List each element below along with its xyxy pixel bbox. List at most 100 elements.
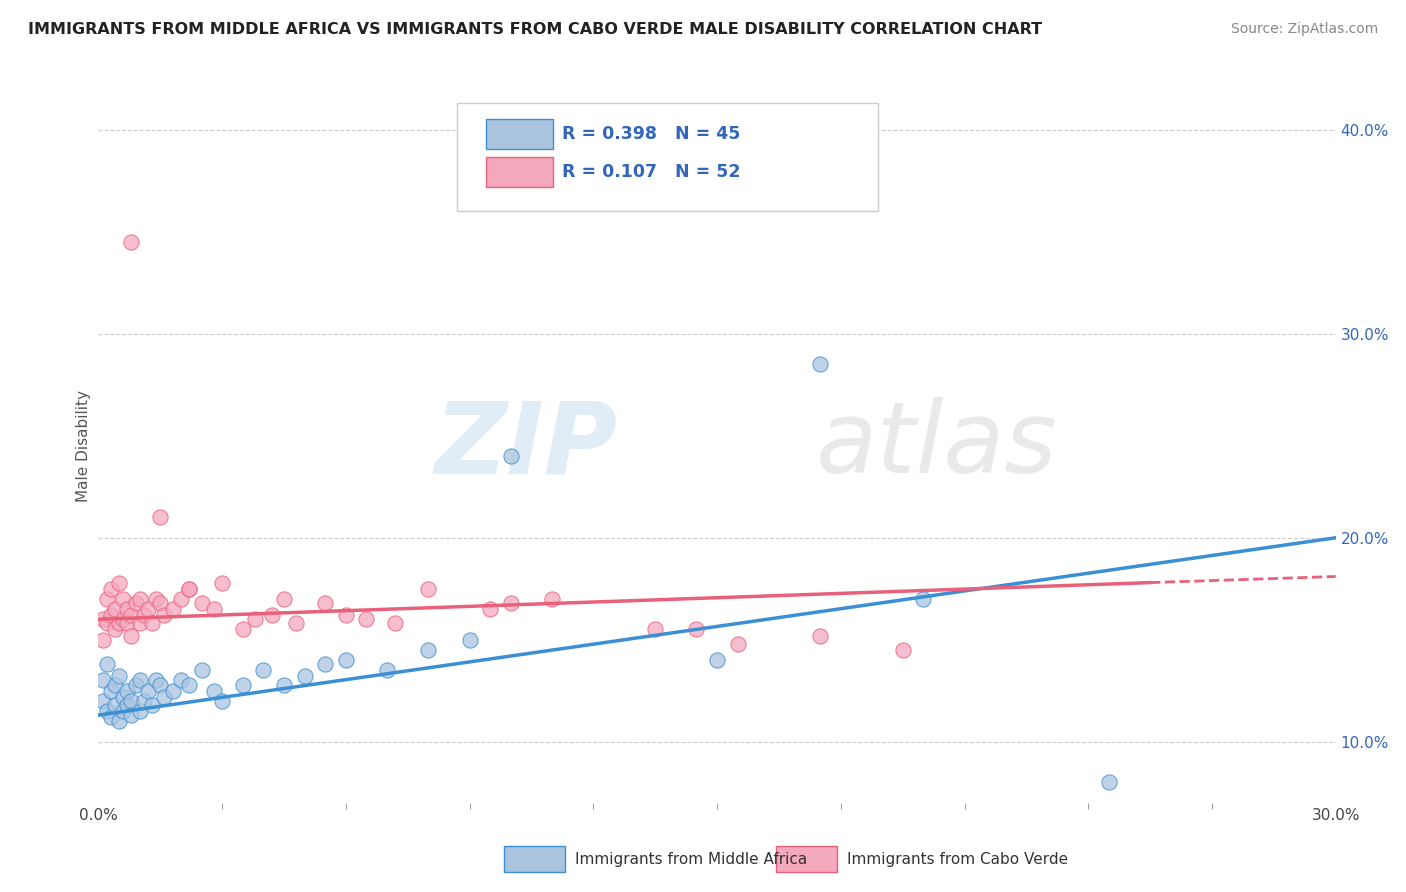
Point — [1098, 775, 1121, 789]
Point — [145, 673, 167, 688]
Point — [499, 449, 522, 463]
Point — [912, 591, 935, 606]
Point — [112, 704, 135, 718]
Point — [117, 683, 139, 698]
Text: R = 0.398   N = 45: R = 0.398 N = 45 — [562, 125, 741, 143]
Y-axis label: Male Disability: Male Disability — [76, 390, 91, 502]
Point — [202, 602, 225, 616]
Text: R = 0.107   N = 52: R = 0.107 N = 52 — [562, 163, 741, 181]
Point — [170, 673, 193, 688]
Point — [132, 608, 155, 623]
Point — [120, 608, 142, 623]
Point — [91, 632, 114, 647]
Point — [104, 623, 127, 637]
Text: Immigrants from Middle Africa: Immigrants from Middle Africa — [575, 852, 807, 867]
Point — [294, 669, 316, 683]
Point — [104, 602, 127, 616]
Point — [128, 616, 150, 631]
Point — [891, 643, 914, 657]
Point — [285, 616, 308, 631]
Point — [136, 683, 159, 698]
Point — [252, 663, 274, 677]
Point — [260, 608, 283, 623]
Point — [479, 602, 502, 616]
Point — [100, 710, 122, 724]
Point — [162, 602, 184, 616]
Point — [335, 608, 357, 623]
FancyBboxPatch shape — [485, 157, 553, 187]
Point — [418, 643, 440, 657]
Point — [685, 623, 707, 637]
Point — [100, 608, 122, 623]
Point — [153, 608, 176, 623]
Point — [314, 657, 336, 672]
Point — [132, 694, 155, 708]
Point — [232, 677, 254, 691]
Point — [179, 677, 201, 691]
Point — [124, 596, 146, 610]
Point — [706, 653, 728, 667]
Point — [91, 673, 114, 688]
Point — [808, 629, 831, 643]
Point — [112, 690, 135, 704]
Point — [141, 616, 163, 631]
Text: ZIP: ZIP — [434, 398, 619, 494]
FancyBboxPatch shape — [776, 847, 837, 872]
Point — [727, 637, 749, 651]
Text: IMMIGRANTS FROM MIDDLE AFRICA VS IMMIGRANTS FROM CABO VERDE MALE DISABILITY CORR: IMMIGRANTS FROM MIDDLE AFRICA VS IMMIGRA… — [28, 22, 1042, 37]
Text: Source: ZipAtlas.com: Source: ZipAtlas.com — [1230, 22, 1378, 37]
Point — [100, 582, 122, 596]
Point — [384, 616, 406, 631]
Point — [136, 602, 159, 616]
Point — [179, 582, 201, 596]
Point — [141, 698, 163, 712]
Point — [211, 575, 233, 590]
Point — [108, 669, 131, 683]
Point — [108, 714, 131, 729]
Point — [128, 673, 150, 688]
Point — [91, 694, 114, 708]
Point — [112, 612, 135, 626]
Point — [117, 602, 139, 616]
Point — [179, 582, 201, 596]
FancyBboxPatch shape — [485, 120, 553, 149]
Text: Immigrants from Cabo Verde: Immigrants from Cabo Verde — [846, 852, 1069, 867]
Point — [149, 596, 172, 610]
FancyBboxPatch shape — [457, 103, 877, 211]
Point — [211, 694, 233, 708]
Point — [273, 591, 295, 606]
Point — [117, 698, 139, 712]
Point — [162, 683, 184, 698]
Point — [418, 582, 440, 596]
Point — [120, 694, 142, 708]
Point — [232, 623, 254, 637]
Point — [314, 596, 336, 610]
Point — [120, 708, 142, 723]
Point — [644, 623, 666, 637]
Point — [96, 704, 118, 718]
Point — [91, 612, 114, 626]
Point — [120, 629, 142, 643]
Point — [128, 591, 150, 606]
Point — [808, 358, 831, 372]
Point — [120, 235, 142, 249]
Point — [149, 677, 172, 691]
Point — [149, 510, 172, 524]
Point — [128, 704, 150, 718]
Point — [96, 591, 118, 606]
Point — [104, 677, 127, 691]
Point — [112, 591, 135, 606]
Point — [273, 677, 295, 691]
Point — [153, 690, 176, 704]
Point — [375, 663, 398, 677]
Point — [335, 653, 357, 667]
FancyBboxPatch shape — [505, 847, 565, 872]
Point — [108, 616, 131, 631]
Point — [124, 677, 146, 691]
Point — [108, 575, 131, 590]
Point — [145, 591, 167, 606]
Point — [96, 616, 118, 631]
Text: atlas: atlas — [815, 398, 1057, 494]
Point — [117, 616, 139, 631]
Point — [96, 657, 118, 672]
